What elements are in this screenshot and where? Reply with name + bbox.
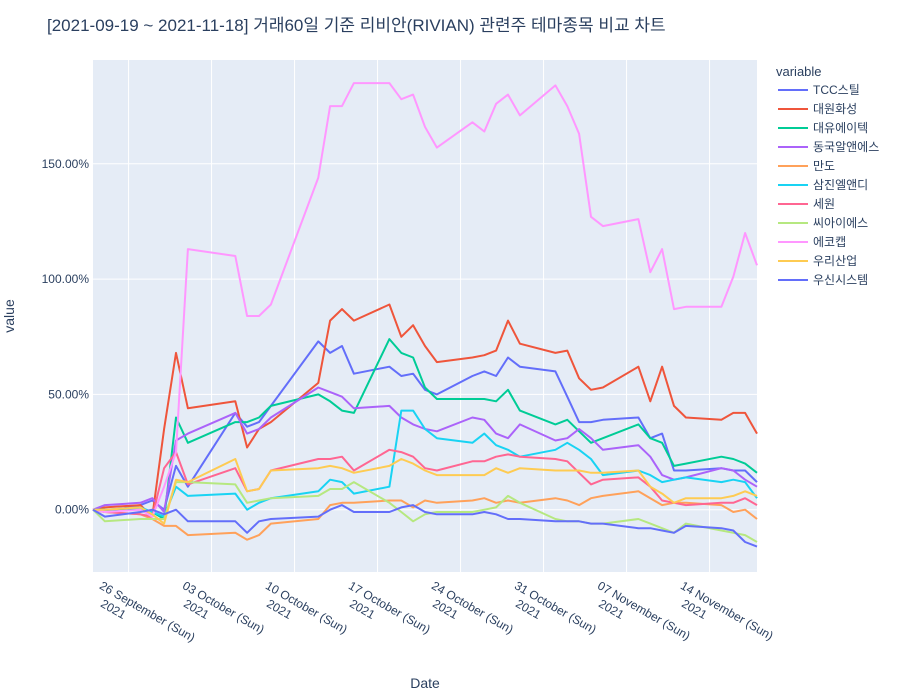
legend-label: 삼진엘앤디: [813, 178, 868, 192]
x-tick-label: 10 October (Sun)2021: [256, 578, 350, 649]
series-line: [92, 82, 758, 518]
x-tick-label: 24 October (Sun)2021: [422, 578, 516, 649]
legend-label: 대원화성: [813, 102, 857, 116]
x-tick-label: 31 October (Sun)2021: [505, 578, 599, 649]
series-line: [92, 340, 758, 513]
series-line: [92, 481, 758, 543]
series-line: [92, 448, 758, 518]
x-axis-title: Date: [410, 675, 440, 691]
legend-label: 동국알앤에스: [813, 140, 879, 154]
plot-area: [93, 60, 757, 572]
series-line: [92, 386, 758, 513]
legend-label: 에코캡: [813, 235, 846, 249]
legend-label: 우신시스템: [813, 273, 868, 287]
series-line: [92, 490, 758, 541]
series-line: [93, 458, 758, 525]
legend-label: 우리산업: [813, 254, 857, 268]
x-tick-label: 14 November (Sun)2021: [671, 578, 776, 655]
legend-label: TCC스틸: [813, 83, 860, 97]
legend-label: 씨아이에스: [813, 216, 868, 230]
y-axis-title: value: [1, 299, 17, 333]
grid: [93, 60, 757, 572]
chart-title: [2021-09-19 ~ 2021-11-18] 거래60일 기준 리비안(R…: [47, 16, 666, 35]
y-tick-label: 150.00%: [42, 157, 90, 171]
x-tick-label: 07 November (Sun)2021: [588, 578, 693, 655]
legend-title: variable: [776, 64, 822, 79]
series-line: [93, 409, 758, 518]
legend-label: 만도: [813, 159, 835, 173]
legend-label: 대유에이텍: [813, 121, 868, 135]
legend-label: 세원: [813, 197, 835, 211]
y-tick-label: 0.00%: [55, 503, 89, 517]
y-tick-label: 50.00%: [48, 387, 89, 401]
y-tick-label: 100.00%: [42, 272, 90, 286]
lines: [92, 82, 758, 548]
series-line: [92, 303, 758, 518]
series-line: [93, 338, 758, 520]
x-tick-label: 17 October (Sun)2021: [339, 578, 433, 649]
series-line: [92, 504, 758, 548]
